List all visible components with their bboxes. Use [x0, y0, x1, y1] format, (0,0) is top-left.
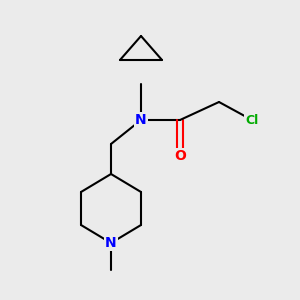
Text: N: N [105, 236, 117, 250]
Text: O: O [174, 149, 186, 163]
Text: Cl: Cl [245, 113, 259, 127]
Text: N: N [135, 113, 147, 127]
